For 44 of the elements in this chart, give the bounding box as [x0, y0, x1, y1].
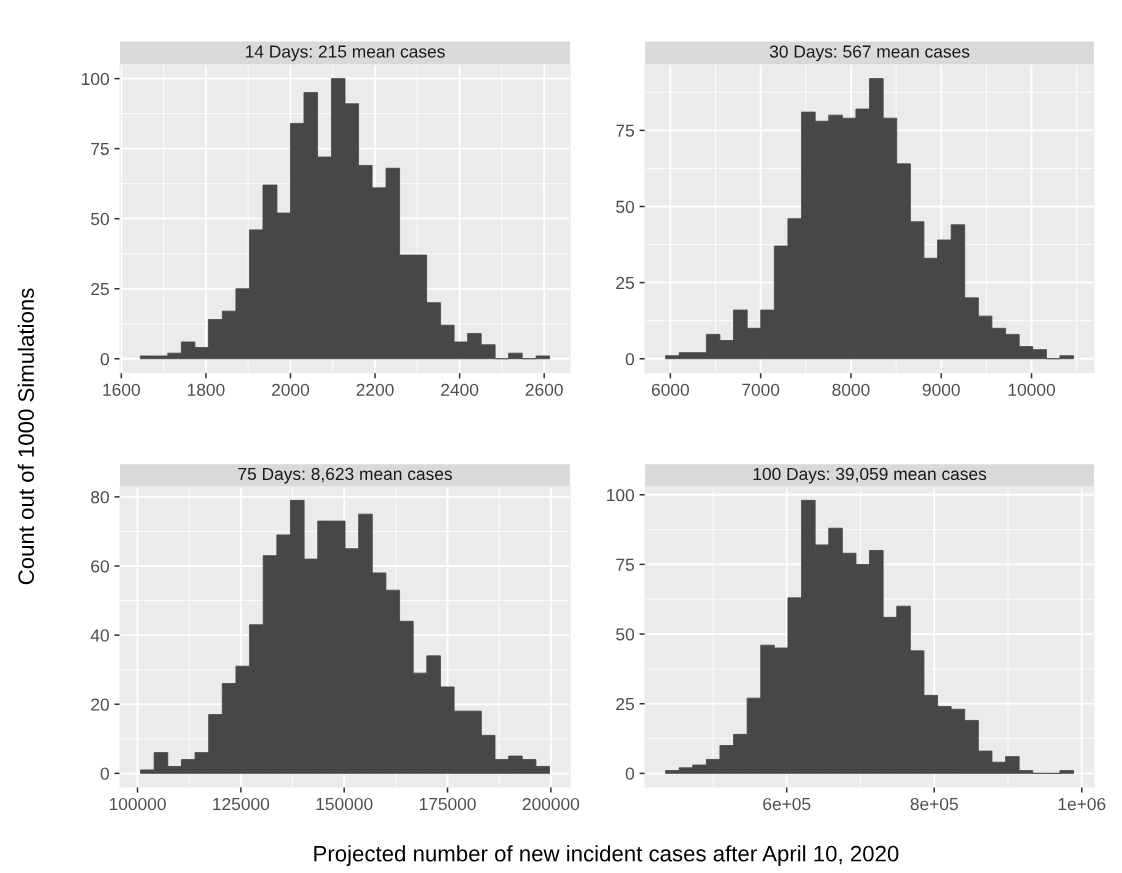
x-tick-label: 8000 — [832, 383, 870, 396]
x-tick-label: 2200 — [356, 383, 394, 396]
y-tick-label: 20 — [91, 698, 109, 711]
y-tick-label: 75 — [91, 142, 109, 156]
x-tick-label: 2000 — [272, 383, 310, 396]
y-tick-label: 25 — [91, 282, 109, 296]
x-tick-label: 175000 — [419, 797, 476, 811]
x-tick-label: 7000 — [742, 383, 780, 396]
x-tick-label: 125000 — [213, 797, 270, 811]
y-tick-label: 40 — [90, 629, 109, 642]
x-axis-title: Projected number of new incident cases after April 10, 2020 — [314, 845, 899, 866]
y-tick-label: 0 — [625, 352, 635, 366]
x-tick-label: 9000 — [922, 383, 960, 396]
y-tick-label: 50 — [91, 212, 109, 226]
y-tick-label: 25 — [616, 276, 635, 290]
chart-title: 75 Days: 8,623 mean cases — [238, 467, 452, 484]
y-tick-label: 0 — [625, 767, 635, 780]
chart-title: 30 Days: 567 mean cases — [769, 45, 970, 62]
y-tick-label: 75 — [616, 124, 635, 137]
x-tick-label: 150000 — [316, 797, 373, 811]
y-axis-title: Count out of 1000 Simulations — [17, 288, 35, 585]
x-tick-label: 2400 — [441, 383, 479, 396]
y-tick-label: 60 — [91, 560, 109, 573]
y-tick-label: 50 — [616, 200, 635, 213]
x-tick-label: 6000 — [651, 383, 689, 396]
x-tick-label: 200000 — [522, 797, 580, 811]
y-tick-label: 50 — [616, 628, 635, 641]
x-tick-label: 1600 — [103, 383, 140, 396]
y-tick-label: 0 — [100, 352, 109, 366]
x-tick-label: 1e+06 — [1058, 797, 1106, 811]
chart-title: 100 Days: 39,059 mean cases — [753, 467, 987, 484]
x-tick-label: 1800 — [187, 383, 225, 396]
x-tick-label: 100000 — [109, 797, 166, 811]
y-tick-label: 100 — [607, 488, 635, 502]
chart-title: 14 Days: 215 mean cases — [245, 45, 445, 62]
y-tick-label: 0 — [100, 767, 109, 780]
y-tick-label: 75 — [616, 558, 635, 571]
x-tick-label: 2600 — [525, 383, 563, 396]
y-tick-label: 25 — [616, 697, 635, 711]
x-tick-label: 8e+05 — [910, 797, 958, 811]
x-tick-label: 6e+05 — [763, 797, 811, 811]
y-tick-label: 80 — [91, 491, 109, 504]
y-tick-label: 100 — [82, 72, 109, 86]
x-tick-label: 10000 — [1008, 383, 1056, 396]
